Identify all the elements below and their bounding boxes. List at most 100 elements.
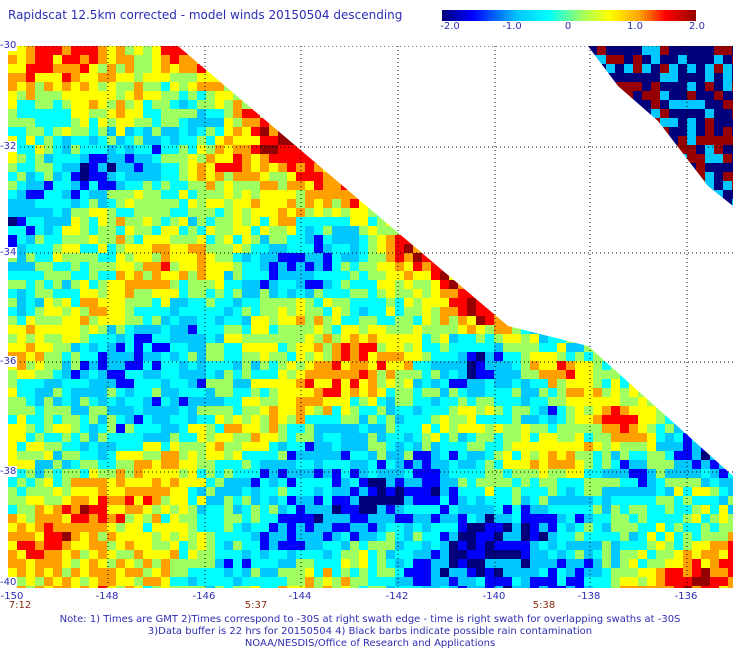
- data-cell: [476, 370, 485, 379]
- data-cell: [530, 550, 539, 559]
- data-cell: [80, 532, 89, 541]
- data-cell: [125, 127, 134, 136]
- data-cell: [305, 505, 314, 514]
- data-cell: [188, 496, 197, 505]
- data-cell: [143, 496, 152, 505]
- data-cell: [431, 478, 440, 487]
- data-cell: [701, 523, 710, 532]
- data-cell: [152, 442, 161, 451]
- data-cell: [233, 523, 242, 532]
- data-cell: [134, 370, 143, 379]
- data-cell: [44, 289, 53, 298]
- data-cell: [629, 469, 638, 478]
- data-cell: [44, 136, 53, 145]
- data-cell: [476, 532, 485, 541]
- data-cell: [251, 253, 260, 262]
- data-cell: [458, 586, 467, 588]
- data-cell: [296, 559, 305, 568]
- data-cell: [341, 460, 350, 469]
- data-cell: [44, 361, 53, 370]
- data-cell: [206, 433, 215, 442]
- data-cell: [224, 307, 233, 316]
- data-cell: [143, 217, 152, 226]
- data-cell: [269, 172, 278, 181]
- data-cell: [35, 217, 44, 226]
- data-cell: [386, 514, 395, 523]
- data-cell: [350, 442, 359, 451]
- data-cell: [233, 433, 242, 442]
- data-cell: [368, 361, 377, 370]
- data-cell: [296, 235, 305, 244]
- data-cell: [170, 451, 179, 460]
- data-cell: [170, 280, 179, 289]
- data-cell: [539, 361, 548, 370]
- data-cell: [125, 541, 134, 550]
- data-cell: [98, 442, 107, 451]
- data-cell: [512, 577, 521, 586]
- data-cell: [611, 460, 620, 469]
- data-cell: [53, 46, 62, 55]
- data-cell: [224, 271, 233, 280]
- data-cell: [134, 127, 143, 136]
- data-cell: [368, 577, 377, 586]
- data-cell: [602, 415, 611, 424]
- data-cell: [44, 541, 53, 550]
- data-cell: [125, 199, 134, 208]
- data-cell: [386, 568, 395, 577]
- data-cell: [323, 262, 332, 271]
- data-cell: [53, 424, 62, 433]
- data-cell: [152, 55, 161, 64]
- data-cell: [125, 343, 134, 352]
- data-cell: [575, 352, 584, 361]
- data-cell: [206, 487, 215, 496]
- data-cell: [260, 505, 269, 514]
- data-cell: [566, 487, 575, 496]
- data-cell: [44, 388, 53, 397]
- data-cell: [647, 523, 656, 532]
- data-cell: [476, 406, 485, 415]
- data-cell: [485, 361, 494, 370]
- data-cell: [350, 586, 359, 588]
- data-cell: [476, 478, 485, 487]
- data-cell: [332, 235, 341, 244]
- data-cell: [80, 388, 89, 397]
- data-cell: [197, 577, 206, 586]
- data-cell: [296, 532, 305, 541]
- data-cell: [242, 217, 251, 226]
- data-cell: [377, 343, 386, 352]
- data-cell: [305, 199, 314, 208]
- data-cell: [161, 469, 170, 478]
- data-cell: [107, 109, 116, 118]
- data-cell: [530, 505, 539, 514]
- data-cell: [597, 55, 606, 64]
- data-cell: [377, 217, 386, 226]
- data-cell: [440, 397, 449, 406]
- data-cell: [17, 406, 26, 415]
- data-cell: [557, 559, 566, 568]
- data-cell: [53, 586, 62, 588]
- data-cell: [521, 559, 530, 568]
- data-cell: [26, 109, 35, 118]
- data-cell: [665, 586, 674, 588]
- data-cell: [161, 514, 170, 523]
- data-cell: [134, 379, 143, 388]
- data-cell: [386, 289, 395, 298]
- data-cell: [728, 514, 733, 523]
- data-cell: [413, 568, 422, 577]
- data-cell: [224, 181, 233, 190]
- data-cell: [404, 298, 413, 307]
- data-cell: [476, 307, 485, 316]
- data-cell: [323, 415, 332, 424]
- data-cell: [89, 469, 98, 478]
- data-cell: [116, 343, 125, 352]
- data-cell: [26, 568, 35, 577]
- data-cell: [116, 433, 125, 442]
- data-cell: [359, 559, 368, 568]
- data-cell: [620, 415, 629, 424]
- data-cell: [440, 550, 449, 559]
- data-cell: [611, 487, 620, 496]
- data-cell: [53, 127, 62, 136]
- data-cell: [305, 550, 314, 559]
- data-cell: [629, 586, 638, 588]
- data-cell: [107, 406, 116, 415]
